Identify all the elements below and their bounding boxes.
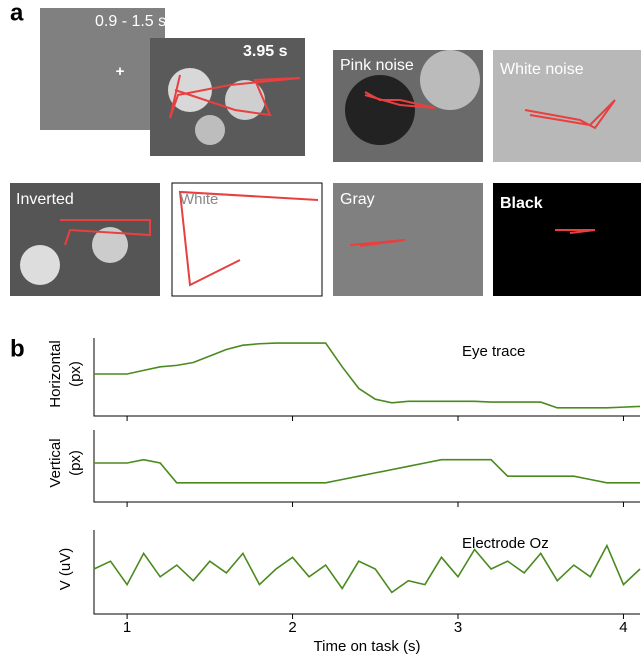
y-axis-label: Vertical <box>47 438 64 487</box>
annotation: Electrode Oz <box>462 535 549 552</box>
scanpath <box>169 74 301 119</box>
flower <box>195 115 225 145</box>
timing: 3.95 s <box>243 43 288 60</box>
flower <box>20 245 60 285</box>
x-tick-label: 3 <box>454 619 462 636</box>
axis <box>93 430 640 503</box>
annotation: Eye trace <box>462 343 525 360</box>
timing: 0.9 - 1.5 s <box>95 13 166 30</box>
noise-blob <box>345 75 415 145</box>
y-axis-label: V (uV) <box>57 548 74 591</box>
axis <box>93 530 640 615</box>
y-axis-label: (px) <box>67 361 84 387</box>
condition-label: White <box>180 191 218 208</box>
scanpath <box>60 219 151 246</box>
y-axis-label: Horizontal <box>47 340 64 408</box>
trace <box>94 342 641 409</box>
scanpath <box>364 91 436 109</box>
stimulus-image <box>171 182 323 297</box>
panel-label: a <box>10 0 24 26</box>
x-axis-label: Time on task (s) <box>314 638 421 655</box>
stimulus-image <box>333 183 483 296</box>
panel-label: b <box>10 335 25 362</box>
y-axis-label: (px) <box>67 450 84 476</box>
noise-blob <box>420 50 480 110</box>
condition-label: Pink noise <box>340 57 414 74</box>
flower <box>92 227 128 263</box>
trace <box>94 458 640 484</box>
condition-label: Inverted <box>16 191 74 208</box>
fixation-cross: + <box>116 63 125 80</box>
condition-label: White noise <box>500 61 584 78</box>
scanpath <box>178 190 319 287</box>
condition-label: Gray <box>340 191 375 208</box>
x-tick-label: 1 <box>123 619 131 636</box>
stimulus-image <box>493 50 641 162</box>
fixation-screen <box>40 8 165 130</box>
condition-label: Black <box>500 195 543 212</box>
trace <box>93 543 641 594</box>
x-tick-label: 4 <box>619 619 627 636</box>
scanpath <box>349 239 406 247</box>
axis <box>93 338 640 417</box>
stimulus-image <box>493 183 641 296</box>
scanpath <box>555 229 596 234</box>
scanpath <box>524 99 616 130</box>
x-tick-label: 2 <box>288 619 296 636</box>
